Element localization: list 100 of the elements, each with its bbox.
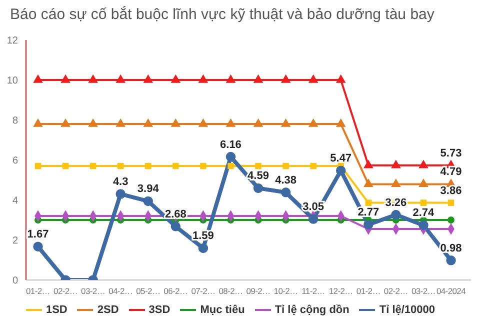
point bbox=[336, 118, 346, 127]
data-label: 3.86 bbox=[440, 184, 462, 197]
legend-label: Tỉ lệ/10000 bbox=[379, 304, 436, 316]
point bbox=[226, 74, 236, 83]
point bbox=[282, 162, 289, 170]
point bbox=[226, 118, 236, 127]
point bbox=[308, 214, 318, 224]
point bbox=[117, 162, 124, 170]
point bbox=[226, 152, 236, 162]
point bbox=[420, 200, 427, 206]
x-tick-label: 01-2… bbox=[26, 286, 50, 296]
x-tick-label: 08-2… bbox=[218, 286, 243, 296]
point bbox=[88, 118, 98, 127]
data-label: 3.26 bbox=[385, 196, 407, 209]
point bbox=[310, 162, 316, 170]
legend-label: 1SD bbox=[46, 304, 68, 316]
point bbox=[228, 162, 234, 170]
x-tick-label: 11-2… bbox=[302, 286, 326, 296]
data-label: 5.47 bbox=[330, 152, 352, 165]
point bbox=[198, 74, 208, 83]
point bbox=[116, 74, 126, 83]
point bbox=[391, 210, 401, 220]
point bbox=[418, 160, 428, 168]
point bbox=[280, 188, 291, 198]
x-tick-label: 03-2… bbox=[81, 286, 106, 296]
data-label: 1.67 bbox=[27, 228, 49, 241]
x-tick-label: 07-2… bbox=[191, 286, 216, 296]
point bbox=[116, 118, 126, 127]
data-label: 3.94 bbox=[137, 183, 160, 196]
point bbox=[143, 196, 154, 206]
chart-title: Báo cáo sự cố bắt buộc lĩnh vực kỹ thuật và bảo dưỡng tàu bay bbox=[10, 6, 434, 23]
x-tick-label: 10-2… bbox=[274, 286, 298, 296]
y-tick-label: 0 bbox=[12, 276, 18, 287]
x-tick-label: 01-2… bbox=[356, 286, 380, 296]
point bbox=[144, 74, 153, 83]
y-tick-label: 8 bbox=[12, 116, 18, 127]
x-tick-label: 02-2… bbox=[54, 286, 78, 296]
point bbox=[391, 179, 400, 188]
data-label: 5.73 bbox=[440, 147, 462, 160]
point bbox=[308, 118, 318, 127]
point bbox=[336, 166, 346, 176]
y-tick-label: 4 bbox=[12, 196, 18, 207]
y-tick-label: 2 bbox=[12, 236, 18, 247]
x-tick-label: 02-2… bbox=[384, 286, 408, 296]
point bbox=[281, 74, 290, 83]
legend-label: Tỉ lệ cộng dồn bbox=[274, 304, 350, 316]
point bbox=[171, 74, 180, 83]
data-label: 4.79 bbox=[440, 166, 462, 178]
point bbox=[144, 118, 153, 127]
point bbox=[336, 74, 346, 83]
point bbox=[254, 74, 263, 83]
point bbox=[33, 242, 43, 252]
point bbox=[448, 216, 454, 224]
point bbox=[33, 118, 43, 127]
x-tick-label: 04-2… bbox=[108, 286, 133, 296]
x-tick-label: 09-2… bbox=[246, 286, 270, 296]
point bbox=[90, 162, 96, 170]
legend-label: Mục tiêu bbox=[200, 304, 245, 316]
point bbox=[418, 179, 428, 188]
point bbox=[198, 243, 208, 254]
data-label: 4.3 bbox=[112, 176, 128, 188]
x-tick-label: 04-2024 bbox=[436, 286, 466, 296]
point bbox=[418, 220, 428, 230]
point bbox=[170, 222, 181, 232]
point bbox=[144, 162, 152, 170]
point bbox=[200, 162, 206, 170]
point bbox=[364, 179, 373, 188]
y-tick-label: 12 bbox=[6, 36, 18, 47]
point bbox=[364, 220, 374, 230]
point bbox=[391, 160, 400, 168]
y-tick-label: 6 bbox=[12, 156, 18, 167]
point bbox=[171, 118, 180, 127]
point bbox=[255, 162, 262, 170]
data-label: 2.74 bbox=[412, 207, 436, 220]
point bbox=[448, 200, 454, 206]
point bbox=[116, 189, 126, 199]
legend-label: 2SD bbox=[97, 304, 119, 316]
point bbox=[33, 74, 43, 83]
point bbox=[364, 160, 373, 168]
x-tick-label: 05-2… bbox=[136, 286, 160, 296]
point bbox=[34, 162, 42, 170]
point bbox=[254, 118, 263, 127]
point bbox=[198, 118, 208, 127]
x-tick-label: 03-2… bbox=[411, 286, 436, 296]
data-label: 6.16 bbox=[220, 138, 242, 151]
point bbox=[172, 162, 179, 170]
data-label: 4.38 bbox=[275, 174, 297, 186]
point bbox=[281, 118, 290, 127]
point bbox=[62, 162, 69, 170]
point bbox=[88, 74, 98, 83]
point bbox=[446, 256, 456, 266]
point bbox=[61, 74, 70, 83]
point bbox=[253, 183, 264, 194]
legend-label: 3SD bbox=[148, 304, 170, 316]
y-tick-label: 10 bbox=[6, 76, 18, 87]
point bbox=[365, 200, 372, 206]
data-label: 2.68 bbox=[164, 208, 186, 220]
x-tick-label: 12-2… bbox=[328, 286, 353, 296]
point bbox=[61, 118, 70, 127]
point bbox=[308, 74, 318, 83]
